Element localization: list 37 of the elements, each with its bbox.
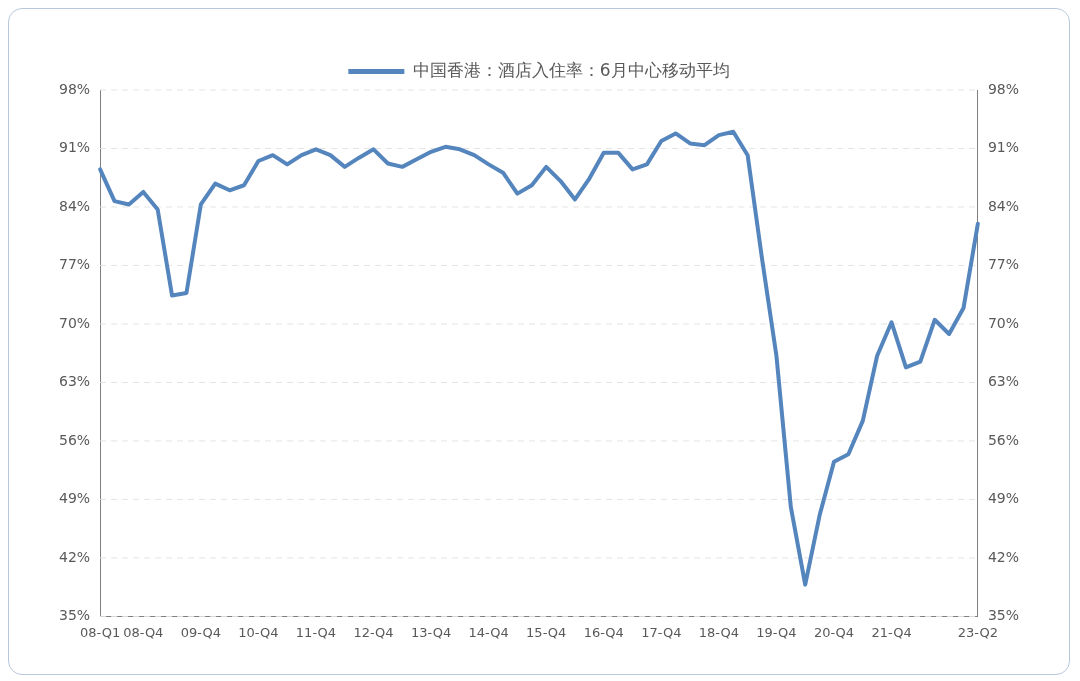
x-tick-label: 15-Q4 [526,624,567,640]
x-tick-label: 17-Q4 [641,624,682,640]
x-tick-label: 09-Q4 [180,624,221,640]
y-tick-label: 77% [58,256,91,273]
y-tick-label: 42% [58,548,91,565]
y2-tick-label: 98% [987,80,1020,97]
y-tick-label: 70% [58,314,91,331]
y2-tick-label: 84% [987,197,1020,214]
y2-tick-label: 63% [987,373,1020,390]
x-tick-label: 11-Q4 [295,624,337,640]
x-tick-label: 20-Q4 [813,624,855,640]
y2-tick-label: 77% [987,256,1020,273]
y2-tick-label: 91% [987,139,1020,156]
y-tick-label: 56% [58,431,91,448]
x-tick-label: 18-Q4 [698,624,739,640]
x-tick-label: 08-Q1 [80,624,121,640]
y2-tick-label: 70% [987,314,1020,331]
x-tick-label: 08-Q4 [123,624,164,640]
y-tick-label: 35% [58,607,91,624]
y2-tick-label: 56% [987,431,1020,448]
y-tick-label: 98% [58,80,91,97]
x-tick-label: 10-Q4 [238,624,279,640]
y-tick-label: 84% [58,197,91,214]
y-tick-label: 49% [58,490,91,507]
x-tick-label: 23-Q2 [957,624,998,640]
y2-tick-label: 49% [987,490,1020,507]
y-tick-label: 91% [58,139,91,156]
legend-label: 中国香港：酒店入住率：6月中心移动平均 [412,59,730,80]
y-tick-label: 63% [58,373,91,390]
y2-tick-label: 42% [987,548,1020,565]
x-tick-label: 19-Q4 [756,624,797,640]
x-tick-label: 14-Q4 [468,624,509,640]
x-tick-label: 12-Q4 [353,624,394,640]
x-tick-label: 16-Q4 [583,624,624,640]
x-tick-label: 13-Q4 [410,624,452,640]
y2-tick-label: 35% [987,607,1020,624]
x-tick-label: 21-Q4 [871,624,912,640]
